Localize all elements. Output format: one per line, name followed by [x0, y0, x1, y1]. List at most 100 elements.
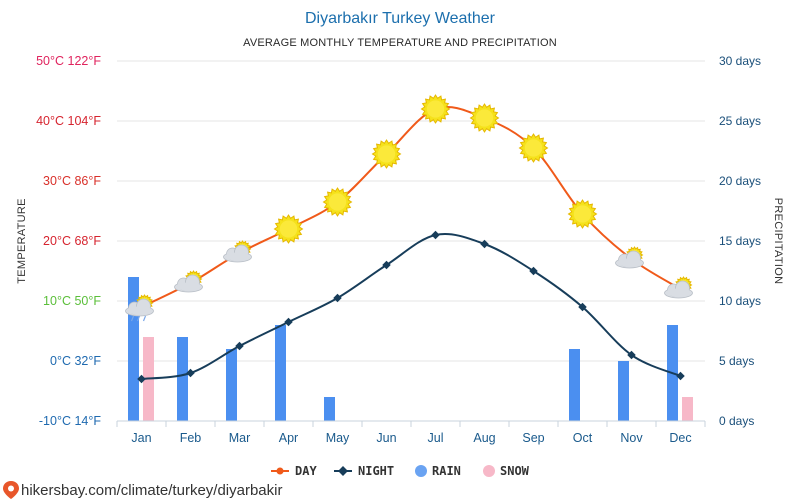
- legend-item-rain[interactable]: RAIN: [415, 464, 461, 478]
- night-point: [578, 302, 587, 312]
- legend-night-label: NIGHT: [358, 464, 394, 478]
- sun-icon: [322, 187, 353, 217]
- legend-rain-label: RAIN: [432, 464, 461, 478]
- right-tick-label: 5 days: [719, 354, 754, 368]
- month-label: Oct: [573, 431, 593, 445]
- rain-bar: [618, 361, 629, 421]
- cloud-shape: [174, 274, 203, 293]
- legend-rain-marker: [415, 465, 427, 477]
- right-tick-label: 10 days: [719, 294, 761, 308]
- rain-bar: [177, 337, 188, 421]
- sun-core: [524, 139, 543, 157]
- right-tick-label: 0 days: [719, 414, 754, 428]
- legend: DAY NIGHT RAIN SNOW: [271, 464, 530, 478]
- right-axis-ticks: 30 days 25 days 20 days 15 days 10 days 5 day…: [719, 54, 761, 428]
- day-series-line: [141, 105, 682, 308]
- night-point: [137, 374, 146, 384]
- month-label: Jan: [131, 431, 151, 445]
- month-label: Sep: [522, 431, 544, 445]
- rain-drop: [136, 315, 141, 322]
- rain-drop: [130, 315, 135, 322]
- cloud-shape: [223, 244, 252, 263]
- legend-snow-marker: [483, 465, 495, 477]
- cloud-shape: [615, 250, 644, 269]
- left-tick-label: 40°C 104°F: [36, 114, 101, 128]
- cloud-sun-icon: [223, 240, 252, 263]
- sun-icon: [420, 94, 451, 124]
- sun-icon: [518, 133, 549, 163]
- cloud-fill: [224, 252, 251, 261]
- rain-bar: [324, 397, 335, 421]
- left-tick-label: 10°C 50°F: [43, 294, 101, 308]
- sun-core: [475, 109, 494, 127]
- night-point: [284, 317, 293, 327]
- cloud-shape: [125, 298, 154, 317]
- chart-subtitle: AVERAGE MONTHLY TEMPERATURE AND PRECIPIT…: [243, 37, 557, 49]
- left-axis-label: TEMPERATURE: [16, 198, 28, 284]
- night-point: [529, 266, 538, 276]
- grid-lines: [117, 60, 705, 362]
- night-series-line: [141, 233, 681, 380]
- sun-icon: [567, 199, 598, 229]
- legend-item-snow[interactable]: SNOW: [483, 464, 530, 478]
- sun-core: [377, 145, 396, 163]
- month-label: Jul: [428, 431, 444, 445]
- month-label: Feb: [180, 431, 202, 445]
- cloud-shape: [664, 280, 693, 299]
- right-tick-label: 25 days: [719, 114, 761, 128]
- month-label: Mar: [229, 431, 251, 445]
- night-point: [431, 230, 440, 240]
- temperature-lines: [137, 105, 685, 384]
- night-point: [676, 371, 685, 381]
- cloud-sun-icon: [615, 246, 644, 269]
- month-label: Nov: [620, 431, 643, 445]
- month-label: Jun: [376, 431, 396, 445]
- left-tick-label: 20°C 68°F: [43, 234, 101, 248]
- left-tick-label: 30°C 86°F: [43, 174, 101, 188]
- night-point: [186, 368, 195, 378]
- legend-day-label: DAY: [295, 464, 317, 478]
- month-label: Aug: [473, 431, 495, 445]
- legend-item-day[interactable]: DAY: [271, 464, 317, 478]
- cloud-fill: [126, 306, 153, 315]
- sun-core: [328, 193, 347, 211]
- left-tick-label: 0°C 32°F: [50, 354, 101, 368]
- sun-icon: [469, 103, 500, 133]
- legend-snow-label: SNOW: [500, 464, 530, 478]
- night-point: [627, 350, 636, 360]
- night-point: [480, 239, 489, 249]
- chart-title: Diyarbakır Turkey Weather: [305, 10, 496, 27]
- month-label: May: [326, 431, 350, 445]
- rain-drop: [142, 315, 147, 322]
- footer-url[interactable]: hikersbay.com/climate/turkey/diyarbakir: [21, 482, 282, 499]
- legend-night-marker: [338, 466, 348, 476]
- x-axis: [116, 420, 706, 427]
- legend-day-marker: [276, 467, 284, 475]
- night-point: [382, 260, 391, 270]
- rain-bar: [275, 325, 286, 421]
- rain-bar: [226, 349, 237, 421]
- left-tick-label: -10°C 14°F: [39, 414, 101, 428]
- cloud-sun-icon: [174, 270, 203, 293]
- weather-icons: [125, 94, 693, 322]
- cloud-fill: [616, 258, 643, 267]
- snow-bar: [682, 397, 693, 421]
- legend-item-night[interactable]: NIGHT: [334, 464, 394, 478]
- sun-core: [279, 220, 298, 238]
- precipitation-bars: [128, 277, 693, 421]
- month-label: Dec: [669, 431, 691, 445]
- cloud-sun-icon: [664, 276, 693, 299]
- sun-core: [426, 100, 445, 118]
- cloud-sun-rain-icon: [125, 294, 154, 322]
- night-point: [333, 293, 342, 303]
- sun-icon: [371, 139, 402, 169]
- cloud-fill: [175, 282, 202, 291]
- month-label: Apr: [279, 431, 298, 445]
- month-labels: Jan Feb Mar Apr May Jun Jul Aug Sep Oct Nov Dec: [131, 431, 691, 445]
- cloud-fill: [665, 288, 692, 297]
- rain-bar: [569, 349, 580, 421]
- sun-icon: [273, 214, 304, 244]
- footer[interactable]: hikersbay.com/climate/turkey/diyarbakir: [3, 481, 282, 499]
